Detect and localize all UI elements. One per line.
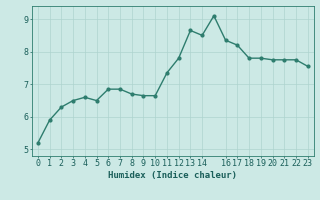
X-axis label: Humidex (Indice chaleur): Humidex (Indice chaleur) [108,171,237,180]
